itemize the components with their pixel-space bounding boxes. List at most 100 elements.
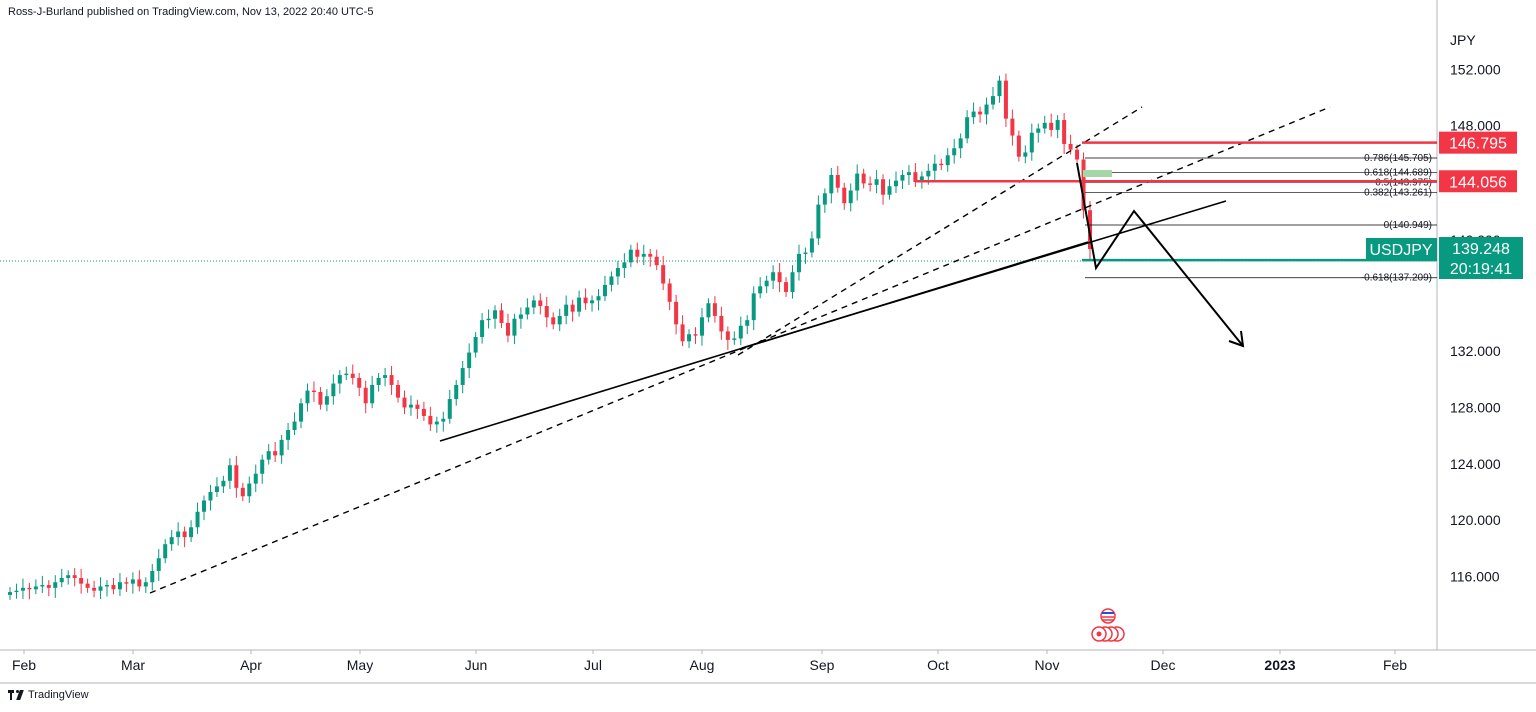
candle-body xyxy=(952,148,957,156)
candle-body xyxy=(441,418,446,422)
candle-body xyxy=(635,249,640,257)
candle-body xyxy=(784,282,789,292)
x-tick-label: May xyxy=(347,657,373,673)
dashed-trendline-steep[interactable] xyxy=(737,106,1143,356)
candle-body xyxy=(1003,80,1008,119)
current-price-tag xyxy=(1439,237,1523,280)
candle-body xyxy=(357,377,362,388)
candle-body xyxy=(984,104,989,115)
candle-body xyxy=(796,253,801,273)
candle-body xyxy=(40,585,45,587)
fib-level-label: 0(140.949) xyxy=(1384,220,1432,231)
candle-body xyxy=(234,465,239,488)
candle-body xyxy=(913,172,918,183)
earnings-event-icons[interactable] xyxy=(1091,626,1125,642)
candle-body xyxy=(117,582,122,590)
candle-body xyxy=(745,320,750,326)
candle-body xyxy=(408,404,413,408)
x-tick-label: 2023 xyxy=(1264,657,1295,673)
candle-body xyxy=(777,272,782,283)
projection-path[interactable] xyxy=(1076,162,1244,347)
candle-body xyxy=(874,179,879,185)
highlight-box[interactable] xyxy=(1083,170,1112,177)
candle-body xyxy=(266,451,271,460)
dashed-trendline-long[interactable] xyxy=(149,106,1331,594)
candle-body xyxy=(499,310,504,323)
candle-body xyxy=(111,585,116,590)
candle-body xyxy=(978,111,983,115)
fib-level-label: 0.5(143.975) xyxy=(1375,177,1432,188)
price-tag xyxy=(1439,131,1517,154)
candle-body xyxy=(829,175,834,194)
price-tag-label: 146.795 xyxy=(1449,136,1507,153)
candle-body xyxy=(344,373,349,376)
candle-body xyxy=(1029,132,1034,153)
candle-body xyxy=(1036,128,1041,133)
candle-body xyxy=(247,483,252,497)
candle-body xyxy=(622,262,627,268)
y-tick-label: 152.000 xyxy=(1450,61,1501,77)
candle-body xyxy=(53,582,58,588)
candle-body xyxy=(318,392,323,405)
candle-body xyxy=(965,117,970,139)
candle-body xyxy=(932,163,937,171)
x-tick-label: Apr xyxy=(240,657,262,673)
candle-body xyxy=(493,310,498,319)
us-flag-event-icon[interactable] xyxy=(1100,608,1116,624)
candle-body xyxy=(473,337,478,353)
candle-body xyxy=(680,324,685,342)
candle-body xyxy=(596,296,601,301)
y-tick-label: 128.000 xyxy=(1450,400,1501,416)
candle-body xyxy=(609,276,614,285)
candle-body xyxy=(822,193,827,205)
x-tick-label: Sep xyxy=(810,657,835,673)
candle-body xyxy=(712,303,717,316)
candle-body xyxy=(997,80,1002,97)
candle-body xyxy=(279,439,284,456)
candle-body xyxy=(337,375,342,384)
solid-trendline-upper[interactable] xyxy=(741,200,1227,349)
currency-label: JPY xyxy=(1450,32,1476,48)
candle-body xyxy=(1081,159,1086,211)
price-tag-label: 144.056 xyxy=(1449,174,1507,191)
candle-body xyxy=(396,384,401,398)
candle-body xyxy=(544,306,549,318)
candle-body xyxy=(454,384,459,400)
candle-body xyxy=(273,451,278,456)
candle-body xyxy=(486,318,491,321)
candle-body xyxy=(590,300,595,304)
candle-body xyxy=(66,575,71,578)
candle-body xyxy=(460,368,465,385)
candle-body xyxy=(990,96,995,105)
candle-body xyxy=(421,408,426,416)
candle-body xyxy=(687,334,692,342)
candle-body xyxy=(926,170,931,177)
candle-body xyxy=(260,459,265,474)
candle-body xyxy=(389,375,394,385)
candle-body xyxy=(628,249,633,263)
candle-body xyxy=(525,307,530,315)
candle-body xyxy=(771,272,776,281)
candle-body xyxy=(1068,144,1073,150)
candle-body xyxy=(939,163,944,166)
candle-body xyxy=(1016,135,1021,157)
candle-body xyxy=(124,582,129,584)
candle-body xyxy=(945,155,950,166)
candle-body xyxy=(59,578,64,583)
candle-body xyxy=(402,397,407,408)
candle-body xyxy=(809,238,814,253)
candle-body xyxy=(143,582,148,587)
candle-body xyxy=(182,531,187,538)
price-tag xyxy=(1439,170,1517,193)
x-tick-label: Feb xyxy=(12,657,36,673)
candle-body xyxy=(1062,120,1067,144)
candle-body xyxy=(363,387,368,404)
candle-body xyxy=(667,283,672,302)
y-tick-label: 148.000 xyxy=(1450,118,1501,134)
candle-body xyxy=(447,399,452,419)
candle-body xyxy=(648,253,653,257)
candle-body xyxy=(758,286,763,294)
candle-body xyxy=(900,175,905,181)
candle-body xyxy=(27,587,32,590)
